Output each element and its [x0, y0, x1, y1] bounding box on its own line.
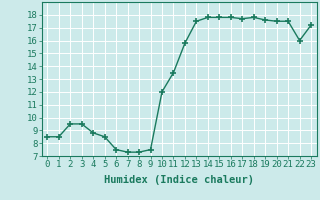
- X-axis label: Humidex (Indice chaleur): Humidex (Indice chaleur): [104, 175, 254, 185]
